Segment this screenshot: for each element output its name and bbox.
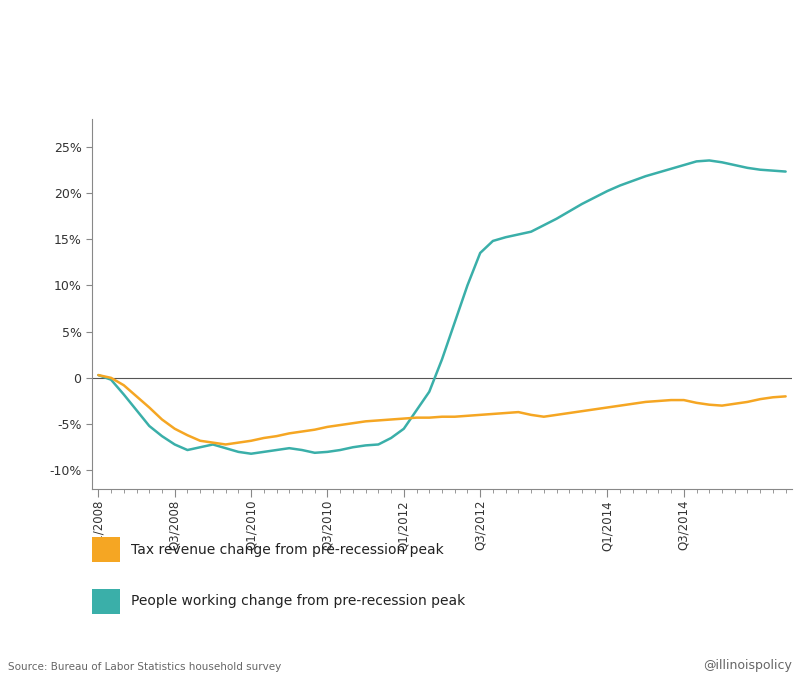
FancyBboxPatch shape bbox=[92, 589, 120, 614]
FancyBboxPatch shape bbox=[92, 537, 120, 562]
Text: People working change from pre-recession peak: People working change from pre-recession… bbox=[131, 594, 466, 608]
Text: Tax revenue change from pre-recession peak: Tax revenue change from pre-recession pe… bbox=[131, 543, 444, 557]
Text: Percent change in real tax revenue vs. percent change in people working in Illin: Percent change in real tax revenue vs. p… bbox=[103, 71, 697, 85]
Text: Illinois tax revenues shoot up to record levels, but the number of people workin: Illinois tax revenues shoot up to record… bbox=[6, 13, 800, 28]
Text: Source: Bureau of Labor Statistics household survey: Source: Bureau of Labor Statistics house… bbox=[8, 662, 282, 672]
Text: @illinoispolicy: @illinoispolicy bbox=[703, 659, 792, 672]
